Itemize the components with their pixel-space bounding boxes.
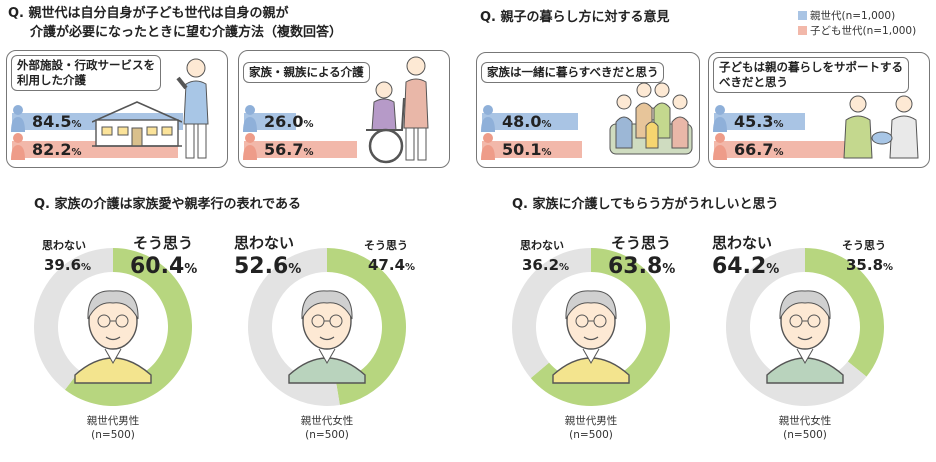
q1-panel-external-label: 外部施設・行政サービスを 利用した介護 <box>11 55 161 91</box>
disagree-slice <box>248 248 340 406</box>
elderly-man-icon <box>74 290 152 384</box>
q4-title: Q. 家族に介護してもらう方がうれしいと思う <box>512 197 779 212</box>
disagree-slice <box>512 248 591 379</box>
q2-p2-label-line1: 子どもは親の暮らしをサポートする <box>719 60 903 74</box>
disagree-label: 思わない <box>520 239 564 252</box>
q2-p2-child-bar <box>714 141 848 158</box>
q2-p2-parent-pct: 45.3% <box>734 112 784 131</box>
disagree-slice <box>726 248 867 406</box>
q2-p1-label-line1: 家族は一緒に暮らすべきだと思う <box>487 65 659 79</box>
child-person-icon <box>713 133 727 160</box>
elderly-woman-icon <box>766 290 844 384</box>
child-person-icon <box>243 133 257 160</box>
q3-title: Q. 家族の介護は家族愛や親孝行の表れである <box>34 197 301 212</box>
disagree-label: 思わない <box>712 234 773 252</box>
child-person-icon <box>481 133 495 160</box>
q1-title-line2: 介護が必要になったときに望む介護方法（複数回答） <box>30 25 343 40</box>
legend-child-swatch <box>798 26 807 35</box>
donut-svg <box>34 248 193 406</box>
q1-panel-family-label: 家族・親族による介護 <box>243 62 370 83</box>
agree-slice <box>805 248 884 377</box>
caption-group: 親世代女性 <box>778 415 832 427</box>
q2-p1-child-pct: 50.1% <box>502 140 552 159</box>
agree-label: そう思う <box>611 234 672 252</box>
donut-caption: 親世代女性 (n=500) <box>745 414 865 442</box>
agree-slice <box>64 248 193 406</box>
disagree-value: 52.6% <box>234 254 302 279</box>
legend-parent-swatch <box>798 11 807 20</box>
donut-svg <box>248 248 407 406</box>
caption-n: (n=500) <box>91 429 135 441</box>
q1-p2-parent-pct: 26.0% <box>264 112 314 131</box>
child-person-icon <box>11 133 25 160</box>
donut-svg <box>726 248 884 406</box>
agree-value: 63.8% <box>608 254 676 279</box>
disagree-value: 39.6% <box>44 256 92 274</box>
parent-person-icon <box>713 105 727 132</box>
q2-p2-child-pct: 66.7% <box>734 140 784 159</box>
donut-caption: 親世代女性 (n=500) <box>267 414 387 442</box>
caption-n: (n=500) <box>305 429 349 441</box>
q2-p2-label-line2: べきだと思う <box>719 75 788 89</box>
agree-value: 60.4% <box>130 254 198 279</box>
legend-child: 子ども世代(n=1,000) <box>798 23 916 38</box>
q1-p2-label-line1: 家族・親族による介護 <box>249 65 364 79</box>
elderly-man-icon <box>552 290 630 384</box>
donut-svg <box>512 248 670 406</box>
q2-p2-parent-bar <box>714 113 805 130</box>
agree-value: 47.4% <box>368 256 416 274</box>
donut-caption: 親世代男性 (n=500) <box>531 414 651 442</box>
parent-person-icon <box>243 105 257 132</box>
q1-p1-child-pct: 82.2% <box>32 140 82 159</box>
donut-chart <box>248 248 407 406</box>
agree-label: そう思う <box>842 239 886 252</box>
agree-label: そう思う <box>133 234 194 252</box>
q2-p1-parent-bar <box>482 113 578 130</box>
q2-p1-child-bar <box>482 141 583 158</box>
donut-chart <box>726 248 884 406</box>
family-illustration <box>609 82 693 155</box>
q2-panel-live-together-label: 家族は一緒に暮らすべきだと思う <box>481 62 665 83</box>
caption-group: 親世代女性 <box>300 415 354 427</box>
agree-value: 35.8% <box>846 256 894 274</box>
wheelchair-care-illustration <box>366 56 429 164</box>
q1-p2-child-bar <box>244 141 358 158</box>
care-facility-illustration <box>92 101 182 147</box>
q1-p2-parent-bar <box>244 113 296 130</box>
caregiver-illustration <box>176 58 209 159</box>
support-illustration <box>843 95 919 159</box>
disagree-slice <box>34 248 113 390</box>
legend-child-label: 子ども世代(n=1,000) <box>810 25 917 37</box>
disagree-value: 64.2% <box>712 254 780 279</box>
disagree-label: 思わない <box>42 239 86 252</box>
q2-title: Q. 親子の暮らし方に対する意見 <box>480 10 670 25</box>
q1-p2-child-pct: 56.7% <box>264 140 314 159</box>
parent-person-icon <box>481 105 495 132</box>
caption-n: (n=500) <box>569 429 613 441</box>
elderly-woman-icon <box>288 290 366 384</box>
legend-parent-label: 親世代(n=1,000) <box>810 10 896 22</box>
q2-panel-support-label: 子どもは親の暮らしをサポートする べきだと思う <box>713 57 909 93</box>
parent-person-icon <box>11 105 25 132</box>
q1-p1-label-line1: 外部施設・行政サービスを <box>17 58 155 72</box>
agree-slice <box>327 248 407 405</box>
donut-chart <box>512 248 670 406</box>
q1-p1-label-line2: 利用した介護 <box>17 73 86 87</box>
agree-slice <box>530 248 670 406</box>
q1-title-line1: Q. 親世代は自分自身が子ども世代は自身の親が <box>8 6 289 21</box>
donut-caption: 親世代男性 (n=500) <box>53 414 173 442</box>
legend-parent: 親世代(n=1,000) <box>798 8 895 23</box>
caption-group: 親世代男性 <box>564 415 618 427</box>
caption-group: 親世代男性 <box>86 415 140 427</box>
disagree-label: 思わない <box>234 234 295 252</box>
agree-label: そう思う <box>364 239 408 252</box>
disagree-value: 36.2% <box>522 256 570 274</box>
donut-chart <box>34 248 193 406</box>
caption-n: (n=500) <box>783 429 827 441</box>
q1-p1-parent-pct: 84.5% <box>32 112 82 131</box>
q2-p1-parent-pct: 48.0% <box>502 112 552 131</box>
